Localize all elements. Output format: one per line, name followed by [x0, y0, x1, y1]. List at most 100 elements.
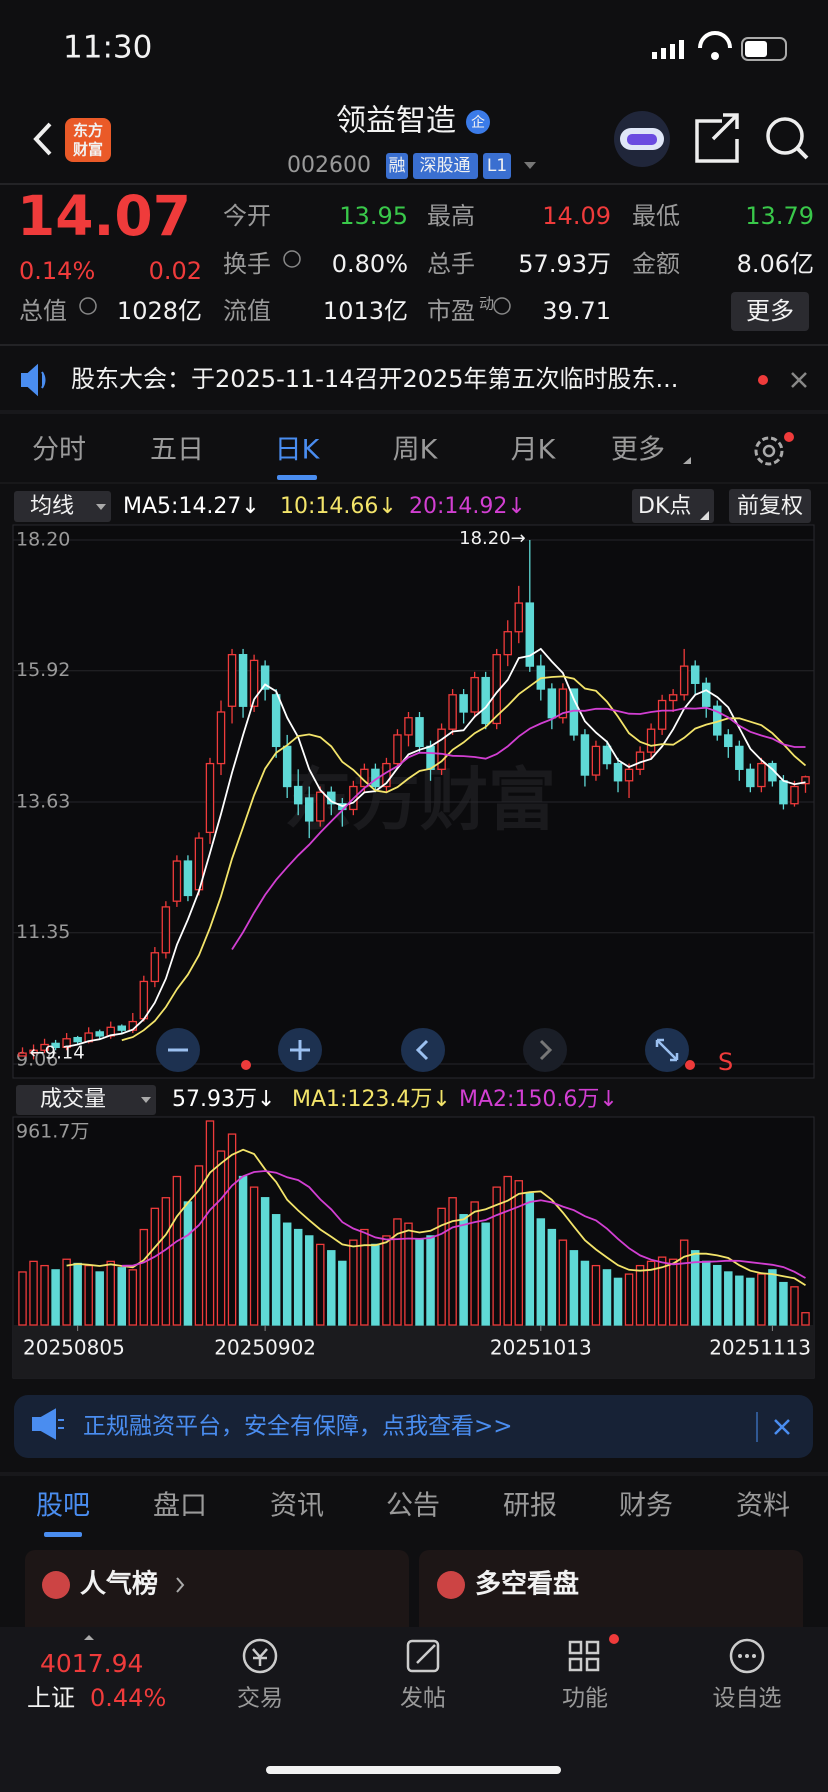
- section-tab[interactable]: 研报: [503, 1491, 557, 1522]
- indicator-select-text[interactable]: 均线: [30, 494, 74, 519]
- volume-bar: [602, 1269, 612, 1326]
- volume-ma-line: [66, 1148, 806, 1286]
- field-value: 14.09: [542, 202, 611, 230]
- notice-text[interactable]: 股东大会：于2025-11-14召开2025年第五次临时股东...: [71, 365, 678, 393]
- adjust-button-text[interactable]: 前复权: [737, 494, 803, 519]
- dropdown[interactable]: [524, 162, 536, 169]
- notice-dot: [758, 375, 768, 385]
- y-tick-label: 11.35: [16, 921, 70, 943]
- candle-body: [602, 745, 612, 765]
- low-label: ←9.14: [30, 1042, 85, 1063]
- period-tab[interactable]: 月K: [511, 435, 557, 466]
- tab-caret: [683, 457, 691, 464]
- banner[interactable]: [14, 1395, 813, 1458]
- index-value[interactable]: 4017.94: [40, 1649, 143, 1678]
- change: 0.02: [149, 257, 202, 285]
- volume-bar: [205, 1120, 215, 1326]
- stock-name: 领益智造: [336, 104, 456, 139]
- nav-items: 交易 发帖 功能 设自选: [237, 1686, 782, 1712]
- tag-text: L1: [487, 156, 507, 176]
- volume-bar: [547, 1228, 557, 1326]
- assistant-icon[interactable]: [614, 111, 670, 167]
- candle-body: [746, 768, 755, 788]
- volume-bar: [117, 1267, 127, 1326]
- field-value: 39.71: [542, 297, 611, 325]
- search-icon[interactable]: [766, 117, 809, 160]
- volume-bar: [426, 1235, 435, 1326]
- card[interactable]: [419, 1550, 803, 1640]
- index-name[interactable]: 上证: [27, 1684, 75, 1712]
- banner-text[interactable]: 正规融资平台，安全有保障，点我查看>>: [83, 1414, 513, 1440]
- high-label: 18.20→: [459, 528, 526, 549]
- section-tab[interactable]: 资料: [736, 1491, 790, 1522]
- nav-item[interactable]: 功能: [562, 1686, 608, 1712]
- card[interactable]: [25, 1550, 409, 1640]
- section-tab[interactable]: 公告: [386, 1491, 440, 1522]
- candle-body: [514, 602, 524, 633]
- field-value: 1028亿: [117, 297, 202, 325]
- candle-body: [227, 654, 237, 707]
- scroll-left[interactable]: [401, 1028, 445, 1072]
- period-tab[interactable]: 五日: [150, 435, 204, 466]
- nav-item[interactable]: 交易: [237, 1686, 283, 1712]
- adjust-button[interactable]: [729, 489, 811, 523]
- period-tab[interactable]: 更多: [611, 435, 665, 466]
- banner-close[interactable]: [774, 1419, 790, 1435]
- candle-body: [624, 768, 634, 782]
- period-tab[interactable]: 日K: [275, 435, 321, 466]
- candle-body: [316, 791, 325, 822]
- candle-body: [51, 1042, 60, 1049]
- candle-body: [679, 665, 689, 696]
- section-tab[interactable]: 股吧: [36, 1491, 90, 1522]
- period-tab[interactable]: 周K: [393, 435, 439, 466]
- section-tab[interactable]: 盘口: [153, 1491, 207, 1522]
- corner: [700, 511, 709, 520]
- dk-button[interactable]: [632, 489, 714, 523]
- close-icon[interactable]: [791, 372, 807, 388]
- section-tab[interactable]: 财务: [619, 1491, 673, 1522]
- volume-bar: [304, 1235, 314, 1326]
- period-tab[interactable]: 分时: [32, 435, 86, 466]
- section-tab[interactable]: 资讯: [270, 1491, 324, 1522]
- field-label: 金额: [632, 250, 680, 278]
- nav-item[interactable]: 设自选: [713, 1686, 782, 1712]
- candle-body: [73, 1036, 82, 1043]
- volume-ma2: MA2:150.6万↓: [459, 1087, 618, 1112]
- volume-bar: [84, 1264, 93, 1326]
- volume-bar: [150, 1207, 160, 1326]
- info-icon: [79, 297, 97, 315]
- field-label: 总值: [19, 297, 67, 325]
- volume-select-text[interactable]: 成交量: [40, 1087, 106, 1112]
- settings-icon[interactable]: [754, 432, 794, 466]
- badge: [466, 110, 490, 134]
- card-icon: [42, 1571, 70, 1599]
- tag: [483, 153, 511, 179]
- field-label: 流值: [223, 297, 271, 325]
- candle-body: [404, 717, 413, 736]
- scroll-right[interactable]: [523, 1028, 567, 1072]
- ma-line: [231, 706, 806, 950]
- card-title[interactable]: 多空看盘: [475, 1569, 579, 1600]
- dots: [738, 1654, 756, 1658]
- volume-bar: [360, 1228, 369, 1326]
- volume-bar: [51, 1269, 60, 1326]
- index-pct[interactable]: 0.44%: [90, 1684, 166, 1712]
- candle-body: [249, 659, 259, 707]
- ma10-label: 10:14.66↓: [280, 494, 397, 519]
- card-title[interactable]: 人气榜: [80, 1569, 158, 1600]
- more-button[interactable]: [731, 292, 809, 331]
- field-label: 换手: [223, 250, 271, 278]
- candle-body: [448, 694, 457, 730]
- nav-item[interactable]: 发帖: [400, 1686, 446, 1712]
- volume-select[interactable]: [16, 1085, 156, 1115]
- indicator-select[interactable]: [14, 491, 111, 522]
- info-icon: [493, 297, 511, 315]
- more-button-text[interactable]: 更多: [746, 297, 794, 325]
- share-icon[interactable]: [695, 113, 739, 163]
- back-button[interactable]: [33, 122, 52, 156]
- dk-button-text[interactable]: DK点: [638, 494, 691, 519]
- quote-fields: 今开 13.95 最高 14.09 最低 13.79 换手 0.80% 总手 57.93万 金额 8.…: [19, 202, 814, 325]
- candle-body: [95, 1031, 104, 1037]
- speaker-icon: [21, 363, 46, 397]
